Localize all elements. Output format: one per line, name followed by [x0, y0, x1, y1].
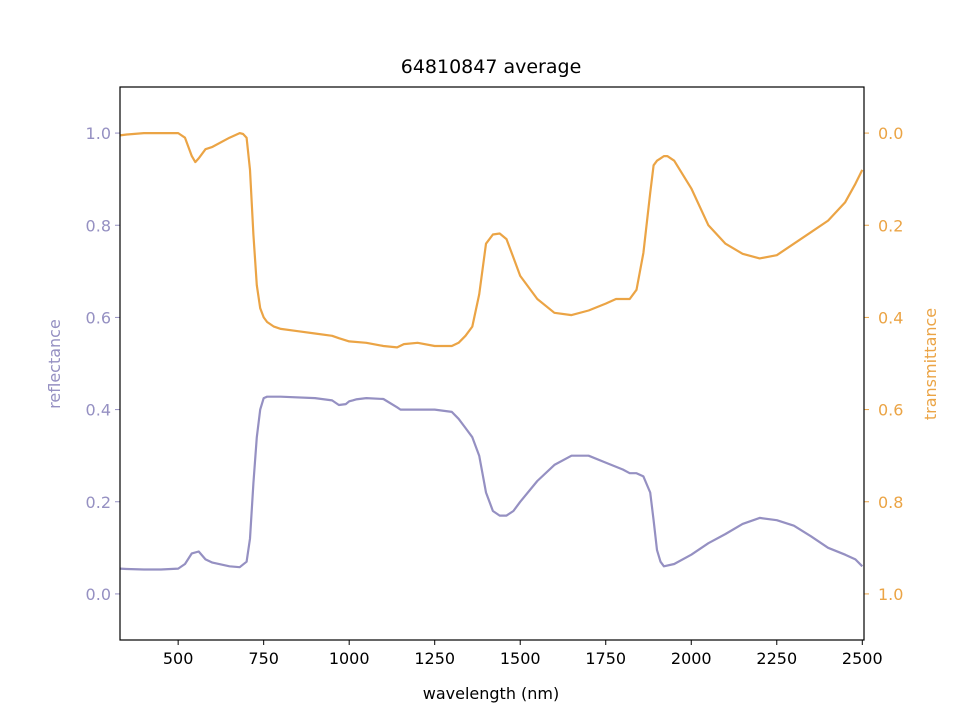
- x-tick-label: 2250: [756, 649, 797, 668]
- transmittance-line: [119, 132, 864, 349]
- x-tick-label: 1500: [500, 649, 541, 668]
- right-tick-label: 0.4: [878, 308, 903, 327]
- right-tick-label: 0.6: [878, 401, 903, 420]
- left-tick-label: 0.2: [86, 493, 111, 512]
- left-tick-label: 1.0: [86, 124, 111, 143]
- x-tick-label: 500: [163, 649, 194, 668]
- plot-frame: [119, 86, 865, 641]
- left-tick-label: 0.4: [86, 401, 111, 420]
- reflectance-line: [119, 395, 864, 571]
- plot-area: [119, 132, 864, 571]
- left-tick-label: 0.8: [86, 216, 111, 235]
- left-axis-label: reflectance: [45, 319, 64, 409]
- chart-title: 64810847 average: [401, 56, 582, 78]
- right-axis-ticks: 0.0 0.2 0.4 0.6 0.8 1.0: [864, 124, 903, 604]
- left-axis-ticks: 0.0 0.2 0.4 0.6 0.8 1.0: [86, 124, 120, 604]
- x-tick-label: 750: [248, 649, 279, 668]
- right-tick-label: 0.0: [878, 124, 903, 143]
- right-axis-label: transmittance: [921, 308, 940, 420]
- right-tick-label: 1.0: [878, 585, 903, 604]
- x-tick-label: 2000: [671, 649, 712, 668]
- x-axis-label: wavelength (nm): [423, 684, 560, 703]
- left-tick-label: 0.0: [86, 585, 111, 604]
- right-tick-label: 0.8: [878, 493, 903, 512]
- x-axis-ticks: 500 750 1000 1250 1500 1750 2000 2250 2500: [163, 640, 883, 668]
- right-tick-label: 0.2: [878, 216, 903, 235]
- left-tick-label: 0.6: [86, 308, 111, 327]
- x-tick-label: 1250: [414, 649, 455, 668]
- x-tick-label: 2500: [842, 649, 883, 668]
- x-tick-label: 1000: [329, 649, 370, 668]
- x-tick-label: 1750: [585, 649, 626, 668]
